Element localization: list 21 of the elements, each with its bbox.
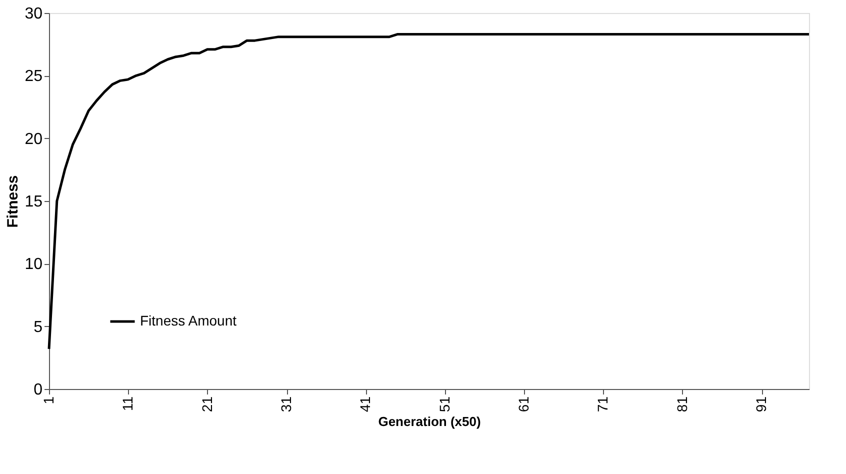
y-tick-label: 0: [34, 382, 43, 398]
x-axis-title: Generation (x50): [378, 414, 481, 430]
x-tick-label: 21: [198, 396, 215, 412]
legend-label: Fitness Amount: [140, 312, 237, 328]
x-tick-label: 91: [753, 396, 769, 412]
x-tick-label: 31: [278, 396, 294, 412]
y-tick-label: 15: [24, 194, 43, 210]
y-tick-label: 25: [24, 68, 43, 86]
x-tick-label: 81: [674, 396, 690, 412]
x-tick-label: 1: [40, 396, 56, 404]
y-axis-title: Fitness: [4, 175, 22, 228]
y-tick-label: 10: [24, 256, 43, 274]
y-tick-label: 30: [24, 6, 43, 22]
y-tick-label: 20: [24, 130, 43, 148]
x-tick-label: 11: [120, 396, 136, 412]
x-tick-label: 61: [516, 396, 532, 412]
x-tick-label: 51: [436, 396, 452, 412]
x-tick-label: 71: [594, 396, 611, 412]
line-series: [48, 33, 810, 350]
x-tick-label: 41: [357, 396, 374, 412]
y-tick-label: 5: [34, 318, 43, 336]
